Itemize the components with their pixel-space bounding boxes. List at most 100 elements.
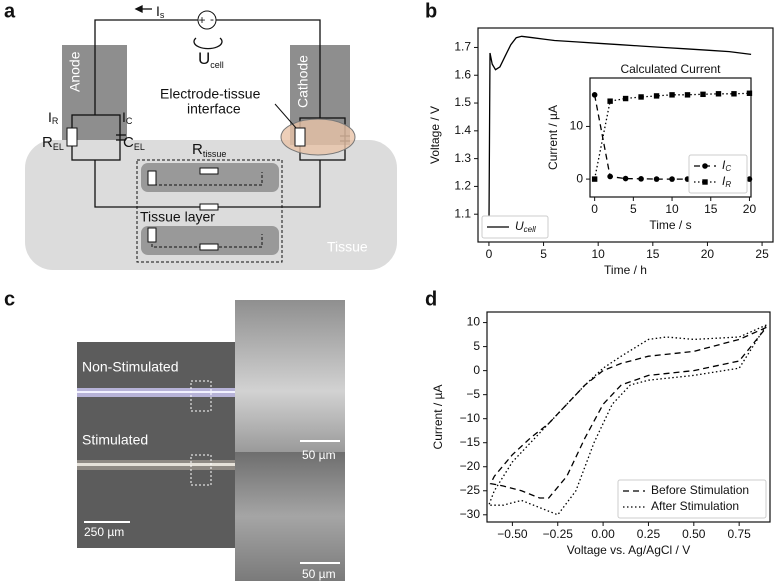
optical-image (77, 342, 235, 548)
y-tick-label: −25 (460, 483, 481, 497)
chart: −0.50 −0.25 0.00 0.25 0.50 0.75 −30 −25 −20 −15 −1… (431, 311, 771, 557)
scale-bar (300, 562, 340, 564)
sem-image (235, 300, 345, 452)
scale-label: 50 µm (302, 448, 336, 462)
legend-marker (702, 179, 708, 185)
tissue-layer-label: Tissue layer (140, 209, 215, 225)
marker (591, 176, 598, 182)
chart: Calculated Current 0 5 10 15 20 0 10 Time / s Cur… (546, 62, 756, 232)
marker (731, 91, 737, 97)
panel-label: c (4, 288, 15, 310)
charts: 0 5 10 15 20 25 1.1 1.2 1.3 1.4 1.5 1.6 1.7 Time / h V… (428, 27, 774, 557)
marker (653, 176, 660, 182)
legend-subscript: cell (524, 225, 536, 234)
marker (700, 91, 706, 98)
image-label: Non-Stimulated (82, 359, 179, 375)
line-series (593, 92, 750, 180)
legend: Ucell (481, 215, 549, 239)
resistor-symbol (294, 127, 306, 147)
voltage-label: Ucell (198, 49, 224, 70)
legend-marker (702, 163, 708, 169)
resistor-symbol (66, 127, 78, 147)
y-tick-label: 1.2 (454, 179, 471, 193)
circuit-diagram: + - Is Ucell Anode Cathode Electrode-tis… (25, 3, 397, 270)
marker (591, 92, 598, 98)
y-tick-label: 5 (473, 339, 480, 353)
legend-label: Ucell (515, 219, 536, 234)
marker (669, 176, 675, 182)
chart-title: Calculated Current (620, 62, 721, 76)
x-tick-label: −0.50 (497, 527, 528, 541)
polarity: + (198, 13, 205, 27)
x-tick-label: 5 (630, 202, 637, 216)
legend-subscript: C (725, 164, 731, 173)
legend-label: IR (722, 174, 731, 189)
marker (746, 90, 753, 96)
x-tick-label: 20 (701, 247, 715, 261)
interface-label: Electrode-tissue (160, 86, 261, 102)
y-tick-label: 10 (467, 315, 481, 329)
x-tick-label: 25 (755, 247, 769, 261)
resistor-symbol (199, 203, 219, 211)
x-tick-label: 0 (591, 202, 598, 216)
y-tick-label: 1.7 (454, 40, 471, 54)
y-tick-label: 1.4 (454, 123, 471, 137)
tissue-segment (141, 226, 279, 255)
x-tick-label: 10 (592, 247, 606, 261)
fiber-highlight (77, 391, 235, 393)
zoom-box (190, 454, 212, 486)
marker (684, 92, 691, 98)
y-tick-label: −5 (466, 387, 480, 401)
legend-name: U (515, 219, 524, 233)
x-axis-label: Time / s (649, 218, 691, 232)
legend-label: After Stimulation (651, 499, 739, 513)
y-tick-label: −15 (460, 435, 481, 449)
x-tick-label: 0.00 (591, 527, 615, 541)
legend-subscript: R (725, 180, 731, 189)
x-tick-label: 10 (665, 202, 679, 216)
y-tick-label: −20 (460, 459, 481, 473)
marker (638, 176, 644, 182)
tissue-label: Tissue (327, 239, 368, 255)
cathode-label: Cathode (295, 55, 311, 108)
y-tick-label: 1.3 (454, 151, 471, 165)
resistor-label: Rtissue (192, 141, 226, 159)
panel-label: a (4, 0, 16, 22)
y-axis-label: Current / µA (431, 385, 445, 450)
scale-label: 50 µm (302, 567, 336, 581)
y-tick-label: 10 (570, 119, 584, 133)
micrograph-panel: Non-Stimulated Stimulated 250 µm 50 µm 5… (77, 300, 345, 581)
marker (607, 173, 613, 180)
legend-name: I (722, 174, 726, 188)
x-axis-label: Voltage vs. Ag/AgCl / V (567, 543, 690, 557)
y-tick-label: −10 (460, 411, 481, 425)
x-tick-label: 0.50 (682, 527, 706, 541)
y-tick-label: −30 (460, 507, 481, 521)
legend-name: I (722, 158, 726, 172)
marker (622, 175, 629, 182)
current-label: Is (156, 3, 165, 21)
legend-name: After Stimulation (651, 499, 739, 513)
voltage-source (197, 10, 217, 30)
y-axis-label: Current / µA (546, 105, 560, 170)
scale-bar (300, 440, 340, 442)
resistor-symbol (147, 227, 157, 243)
scale-bar (84, 521, 130, 523)
marker (607, 98, 613, 104)
legend-label: Before Stimulation (651, 483, 749, 497)
marker (622, 95, 629, 102)
legend-name: Before Stimulation (651, 483, 749, 497)
tissue-layer-box (136, 159, 283, 263)
pointer-line (274, 103, 297, 129)
panel-label: d (425, 288, 437, 310)
x-tick-label: 15 (646, 247, 660, 261)
sem-image (235, 452, 345, 581)
x-tick-label: 0.75 (727, 527, 751, 541)
interface-label: interface (187, 101, 241, 117)
x-axis-label: Time / h (604, 263, 647, 277)
legend: Before Stimulation After Stimulation (617, 479, 767, 519)
anode-label: Anode (67, 51, 83, 92)
current-label: IR (48, 109, 59, 127)
y-tick-label: 1.5 (454, 95, 471, 109)
